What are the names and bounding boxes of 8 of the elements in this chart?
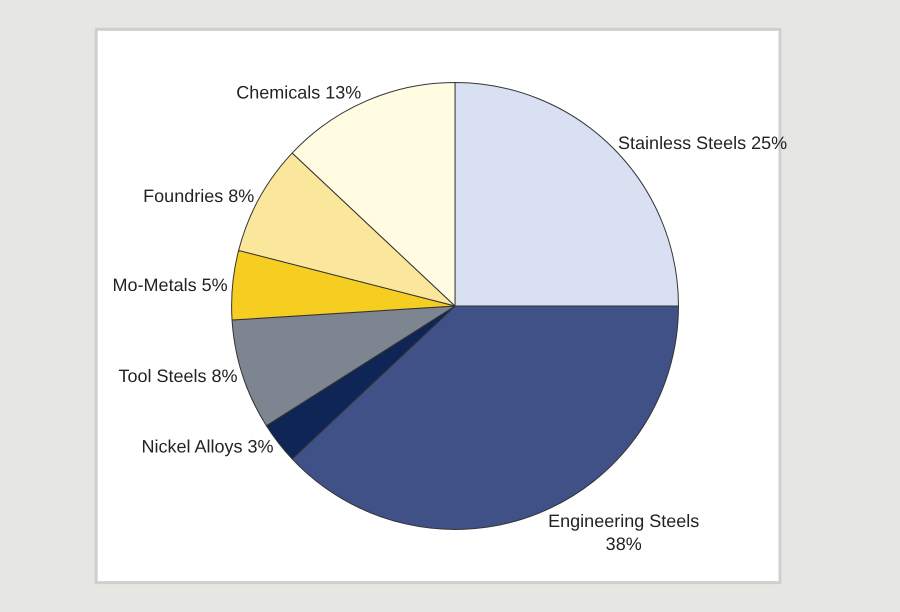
- slice-label: Chemicals 13%: [236, 82, 362, 103]
- slice-label: Nickel Alloys 3%: [141, 436, 274, 457]
- slice-label: Stainless Steels 25%: [618, 133, 788, 154]
- data-label: 38%: [606, 534, 642, 554]
- slice-label: Engineering Steels: [548, 510, 700, 531]
- slice-label: Mo-Metals 5%: [112, 274, 228, 295]
- slice-label: Foundries 8%: [143, 186, 254, 206]
- slice-label: Tool Steels 8%: [118, 366, 238, 386]
